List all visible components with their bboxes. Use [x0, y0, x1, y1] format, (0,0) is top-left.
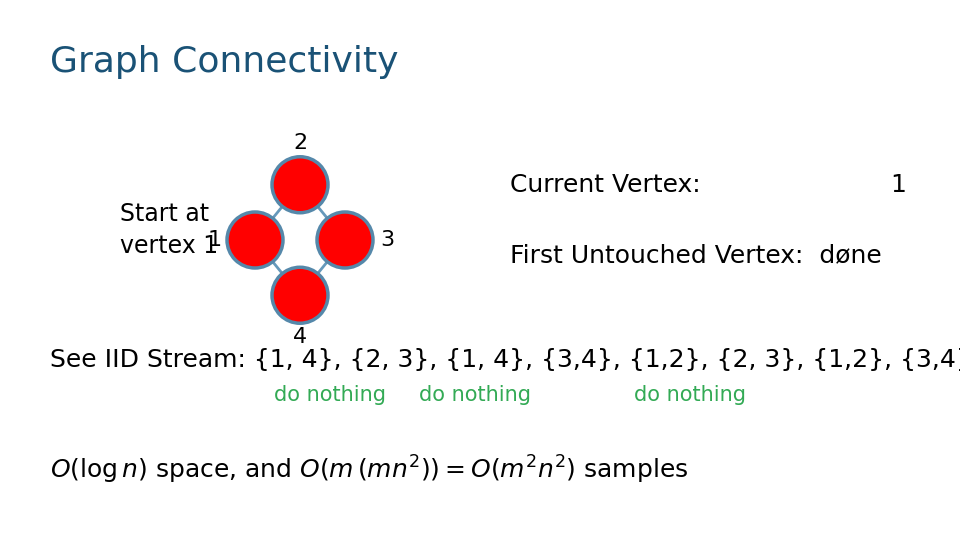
Text: do nothing: do nothing — [634, 385, 746, 405]
Text: Current Vertex:: Current Vertex: — [510, 173, 701, 197]
Text: 1: 1 — [890, 173, 906, 197]
Text: 2: 2 — [293, 133, 307, 153]
Text: 1: 1 — [208, 230, 222, 250]
Text: 3: 3 — [380, 230, 394, 250]
Circle shape — [272, 157, 328, 213]
Text: Graph Connectivity: Graph Connectivity — [50, 45, 398, 79]
Circle shape — [317, 212, 373, 268]
Text: Start at
vertex 1: Start at vertex 1 — [120, 202, 218, 258]
Text: do nothing: do nothing — [419, 385, 531, 405]
Text: See IID Stream: {1, 4}, {2, 3}, {1, 4}, {3,4}, {1,2}, {2, 3}, {1,2}, {3,4}: See IID Stream: {1, 4}, {2, 3}, {1, 4}, … — [50, 348, 960, 372]
Circle shape — [227, 212, 283, 268]
Text: 4: 4 — [293, 327, 307, 347]
Text: $O(\log n)$ space, and $O(m\,(mn^2)) = O(m^2n^2)$ samples: $O(\log n)$ space, and $O(m\,(mn^2)) = O… — [50, 454, 688, 486]
Circle shape — [272, 267, 328, 323]
Text: do nothing: do nothing — [274, 385, 386, 405]
Text: First Untouched Vertex:  døne: First Untouched Vertex: døne — [510, 243, 881, 267]
